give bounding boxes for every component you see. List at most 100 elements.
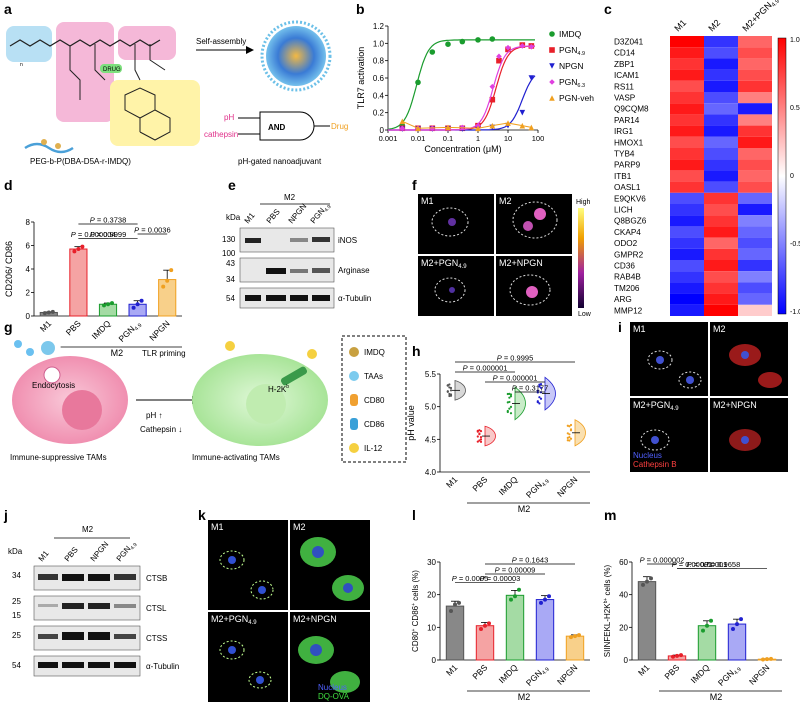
category-label-4: NPGN bbox=[747, 662, 771, 686]
heat-cell bbox=[738, 181, 772, 193]
violin-0 bbox=[454, 380, 466, 401]
y-tick-label-1: 10 bbox=[427, 623, 436, 632]
violin-point bbox=[538, 383, 541, 386]
heat-cell bbox=[704, 125, 738, 137]
pvalue-3: P = 0.00001 bbox=[672, 560, 713, 569]
kda-label: kDa bbox=[226, 213, 241, 222]
heat-cell bbox=[670, 271, 704, 283]
band-ctsb: CTSB bbox=[146, 574, 167, 583]
heat-cell bbox=[670, 260, 704, 272]
f-high: High bbox=[576, 199, 591, 206]
lane-label-3: PGN4.9 bbox=[309, 201, 333, 227]
heat-cell bbox=[670, 304, 704, 316]
y-tick-label-2: 40 bbox=[619, 591, 628, 600]
data-point bbox=[80, 244, 85, 249]
violin-3 bbox=[544, 376, 556, 411]
panel-letter-l: l bbox=[412, 507, 416, 523]
f-intensity-bar bbox=[578, 208, 584, 308]
data-point bbox=[543, 597, 547, 602]
and-gate bbox=[259, 111, 315, 141]
i-label-m2-pgn: M2+PGN4.9 bbox=[633, 400, 679, 412]
pvalue-0: P = 0.9995 bbox=[497, 354, 534, 363]
j-marker-15: 15 bbox=[12, 611, 21, 620]
category-label-4: NPGN bbox=[555, 474, 579, 498]
heat-row-13: OASL1 bbox=[614, 183, 641, 192]
k-legend-dqova: DQ-OVA bbox=[318, 692, 350, 701]
data-point bbox=[449, 609, 453, 613]
data-point bbox=[539, 600, 543, 605]
heat-cell bbox=[704, 260, 738, 272]
legend-label-3: PGN6.3 bbox=[559, 77, 585, 89]
heat-cell bbox=[670, 226, 704, 238]
bar-0 bbox=[637, 581, 657, 661]
y-tick-label-2: 20 bbox=[427, 591, 436, 600]
category-label-3: PGN4.9 bbox=[524, 474, 551, 501]
heat-cell bbox=[670, 204, 704, 216]
violin-point bbox=[508, 392, 511, 395]
legend-marker-3 bbox=[549, 79, 555, 85]
pvalue-0: P = 0.1643 bbox=[512, 556, 549, 565]
band-ctsl: CTSL bbox=[146, 604, 167, 613]
heat-cell bbox=[670, 293, 704, 305]
violin-point bbox=[568, 433, 571, 436]
and-input-cathepsin: cathepsin bbox=[204, 130, 238, 139]
series-point-3 bbox=[505, 44, 511, 51]
panel-e-western: kDa M2 M1 PBS NPGN PGN4.9 iNOS Arginase α-T… bbox=[222, 193, 371, 309]
data-point bbox=[457, 600, 461, 605]
legend-il12: IL-12 bbox=[364, 444, 383, 453]
legend-taas: TAAs bbox=[364, 372, 383, 381]
heat-row-1: CD14 bbox=[614, 49, 635, 58]
heat-row-3: ICAM1 bbox=[614, 71, 639, 80]
i-legend-cathepsin: Cathepsin B bbox=[633, 460, 677, 469]
panel-j-western: kDa M2 M1 PBS NPGN PGN4.9 CTSB CTSL CTSS α-… bbox=[8, 525, 179, 677]
category-label-1: PBS bbox=[470, 662, 489, 681]
pvalue-1: P = 0.000001 bbox=[463, 364, 508, 373]
violin-point bbox=[569, 423, 573, 427]
bar-4 bbox=[158, 279, 177, 317]
cathepsin-down-label: Cathepsin ↓ bbox=[140, 425, 182, 434]
bar-3 bbox=[727, 623, 747, 661]
y-tick-label-1: 2 bbox=[26, 289, 31, 298]
y-tick-label-3: 30 bbox=[427, 558, 436, 567]
heat-cell bbox=[670, 47, 704, 59]
heat-row-0: D3Z041 bbox=[614, 38, 644, 47]
violin-point bbox=[568, 425, 571, 428]
data-point bbox=[739, 617, 743, 622]
heat-row-9: HMOX1 bbox=[614, 138, 644, 147]
series-point-0 bbox=[429, 49, 436, 55]
series-point-4 bbox=[399, 118, 406, 125]
marker-43: 43 bbox=[226, 259, 235, 268]
heat-col-2: M2+PGN4.9 bbox=[740, 0, 781, 35]
h2k-label: H-2Kb bbox=[268, 384, 289, 394]
violin-point bbox=[506, 392, 509, 396]
heat-row-14: E9QKV6 bbox=[614, 194, 646, 203]
y-tick-label-4: 0.8 bbox=[373, 57, 385, 66]
data-point bbox=[513, 594, 517, 599]
chart-b-tlr7: 0 0.2 0.4 0.6 0.8 1.0 1.2 0.001 0.01 0.1 1 10 100 Con… bbox=[356, 22, 594, 154]
heat-cell bbox=[670, 136, 704, 148]
heat-cell bbox=[704, 192, 738, 204]
data-point bbox=[675, 653, 679, 658]
panel-letter-d: d bbox=[4, 177, 13, 193]
heat-cell bbox=[670, 282, 704, 294]
series-point-2 bbox=[519, 109, 526, 116]
violin-point bbox=[538, 396, 541, 399]
heat-cell bbox=[738, 215, 772, 227]
series-point-3 bbox=[489, 83, 496, 90]
violin-point bbox=[479, 436, 483, 439]
heat-cell bbox=[670, 237, 704, 249]
heat-cell bbox=[738, 103, 772, 115]
legend-marker-4 bbox=[549, 95, 555, 101]
panel-k-micrographs: M1 M2 M2+PGN4.9 M2+NPGN Nucleus DQ-OVA bbox=[208, 520, 370, 702]
heat-row-22: TM206 bbox=[614, 284, 640, 293]
violin-point bbox=[536, 400, 539, 403]
x-tick-label-3: 1 bbox=[476, 134, 480, 143]
violin-point bbox=[506, 410, 509, 414]
chart-m-siinfekl: 0 20 40 60 M1 PBS IMDQ PGN4.9 NPGN M2 P = 0.000002… bbox=[603, 556, 782, 702]
series-line-1 bbox=[388, 45, 535, 131]
heat-cell bbox=[738, 136, 772, 148]
heat-cell bbox=[704, 58, 738, 70]
data-point bbox=[765, 657, 769, 662]
y-tick-label-2: 4 bbox=[26, 265, 31, 274]
